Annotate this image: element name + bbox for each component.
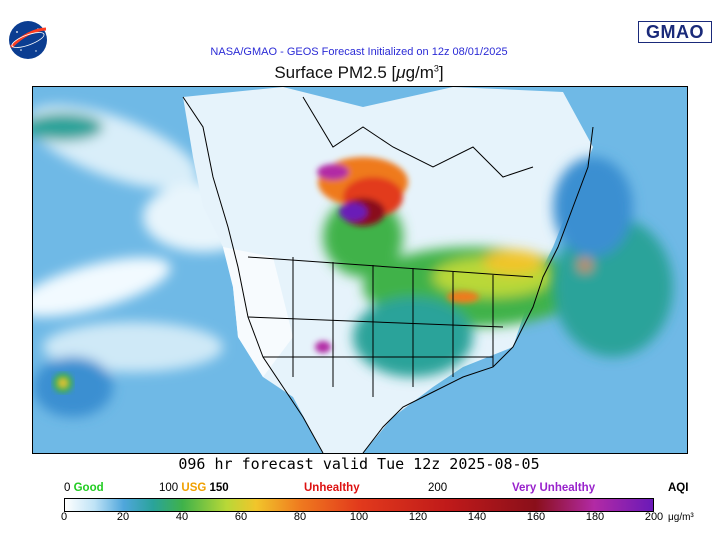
nasa-logo (9, 21, 47, 59)
colorbar-tick: 160 (526, 511, 546, 523)
colorbar-tick: 60 (234, 511, 248, 523)
aqi-usg-text: USG (181, 482, 207, 494)
colorbar-tick: 80 (293, 511, 307, 523)
aqi-200-label: 200 (428, 482, 448, 494)
map-svg (33, 87, 687, 453)
atlantic-aerosol-swirl (553, 157, 673, 357)
aqi-usg-num2: 150 (209, 482, 229, 494)
colorbar-tick: 140 (467, 511, 487, 523)
aqi-label: AQI (668, 482, 689, 494)
gmao-logo: GMAO (638, 21, 712, 43)
forecast-init-line: NASA/GMAO - GEOS Forecast Initialized on… (210, 46, 508, 58)
pacific-cyclone (53, 373, 73, 393)
aqi-good-num: 0 (64, 482, 71, 494)
aqi-good-text: Good (73, 482, 104, 494)
title-prefix: Surface PM2.5 [ (274, 63, 397, 82)
map-title: Surface PM2.5 [μg/m3] (0, 63, 718, 83)
colorbar-tick: 0 (60, 511, 68, 523)
pm25-map (32, 86, 688, 454)
aqi-unhealthy-label: Unhealthy (304, 482, 360, 494)
title-unit-mu: μ (396, 63, 406, 82)
forecast-valid-line: 096 hr forecast valid Tue 12z 2025-08-05 (178, 455, 540, 473)
title-unit-exp: 3 (433, 63, 439, 74)
title-suffix: ] (438, 63, 444, 82)
aqi-very-unhealthy-label: Very Unhealthy (512, 482, 596, 494)
colorbar-tick: 120 (408, 511, 428, 523)
colorbar (64, 498, 654, 512)
title-unit: g/m (405, 63, 434, 82)
aqi-usg-num: 100 (159, 482, 179, 494)
colorbar-tick: 20 (116, 511, 130, 523)
colorbar-tick: 100 (349, 511, 369, 523)
colorbar-unit: μg/m³ (668, 512, 694, 523)
aqi-usg-label: 100 USG 150 (159, 482, 229, 494)
colorbar-tick: 200 (644, 511, 664, 523)
aqi-good-label: 0 Good (64, 482, 104, 494)
colorbar-tick: 180 (585, 511, 605, 523)
smoke-plume-unhealthy (315, 157, 479, 353)
colorbar-tick: 40 (175, 511, 189, 523)
political-boundaries (182, 96, 594, 453)
